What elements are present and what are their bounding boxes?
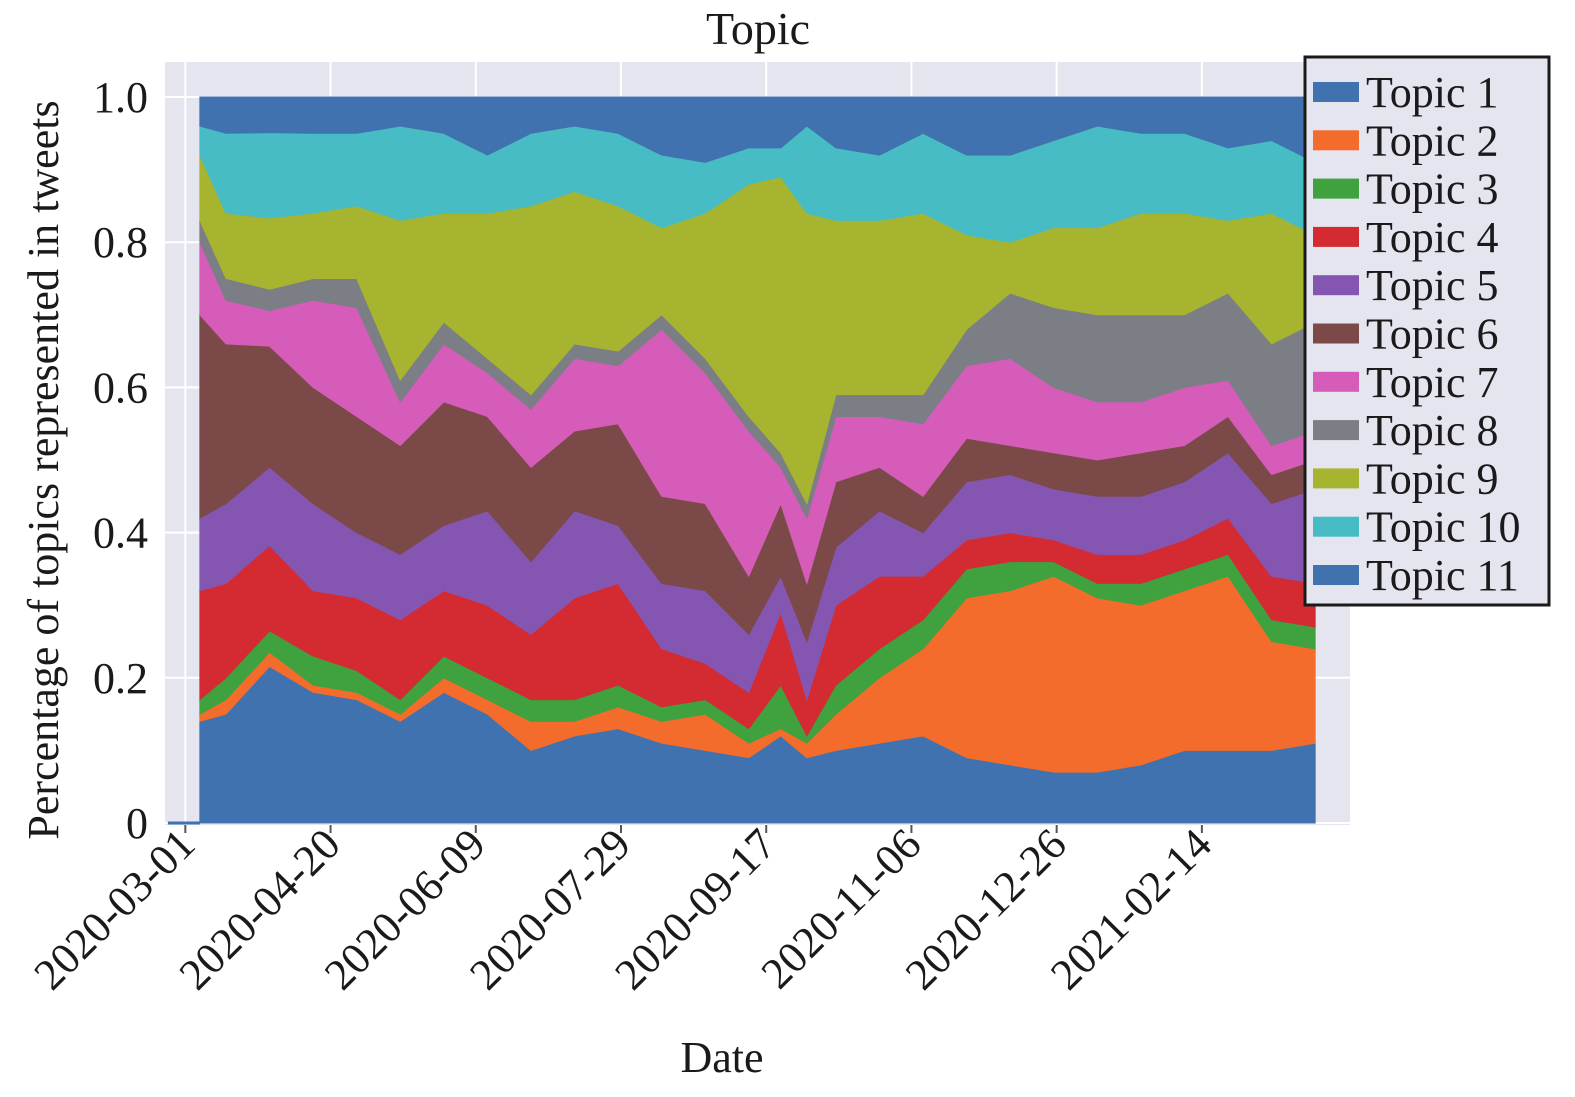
legend-entry-label: Topic 1 (1366, 68, 1499, 117)
area-series-group (167, 96, 1316, 825)
legend-swatch (1313, 323, 1359, 344)
x-axis-label: Date (680, 1033, 763, 1082)
legend-entry-label: Topic 8 (1366, 406, 1499, 455)
legend-entry-label: Topic 3 (1366, 165, 1499, 214)
y-tick-label: 0.8 (93, 218, 148, 267)
legend-swatch (1313, 371, 1359, 392)
legend-entry-label: Topic 9 (1366, 454, 1499, 503)
legend-swatch (1313, 468, 1359, 489)
x-axis-ticks: 2020-03-012020-04-202020-06-092020-07-29… (25, 819, 1221, 999)
legend-swatch (1313, 82, 1359, 102)
y-tick-label: 1.0 (93, 73, 148, 122)
x-tick-label: 2020-09-17 (605, 819, 785, 999)
chart-title: Topic (706, 3, 810, 54)
legend-entry-label: Topic 11 (1366, 551, 1519, 600)
y-axis-label: Percentage of topics represented in twee… (19, 100, 68, 839)
legend-entry-label: Topic 2 (1366, 116, 1499, 165)
legend-swatch (1313, 420, 1359, 441)
x-tick-label: 2021-02-14 (1041, 819, 1221, 999)
legend-entry-label: Topic 5 (1366, 261, 1499, 310)
legend-swatch (1313, 226, 1359, 247)
y-tick-label: 0.6 (93, 363, 148, 412)
legend-entry-label: Topic 10 (1366, 503, 1521, 552)
y-tick-label: 0.2 (93, 654, 148, 703)
y-axis-ticks: 0 0.2 0.4 0.6 0.8 1.0 (93, 73, 148, 848)
legend-swatch (1313, 516, 1359, 537)
legend-entry-label: Topic 7 (1366, 358, 1499, 407)
legend-entry-label: Topic 6 (1366, 310, 1499, 359)
y-tick-label: 0.4 (93, 509, 148, 558)
legend-swatch (1313, 130, 1359, 151)
legend-entry-label: Topic 4 (1366, 213, 1499, 262)
y-tick-label: 0 (126, 799, 148, 848)
legend-swatch (1313, 565, 1359, 585)
legend-swatch (1313, 275, 1359, 296)
legend-swatch (1313, 178, 1359, 199)
